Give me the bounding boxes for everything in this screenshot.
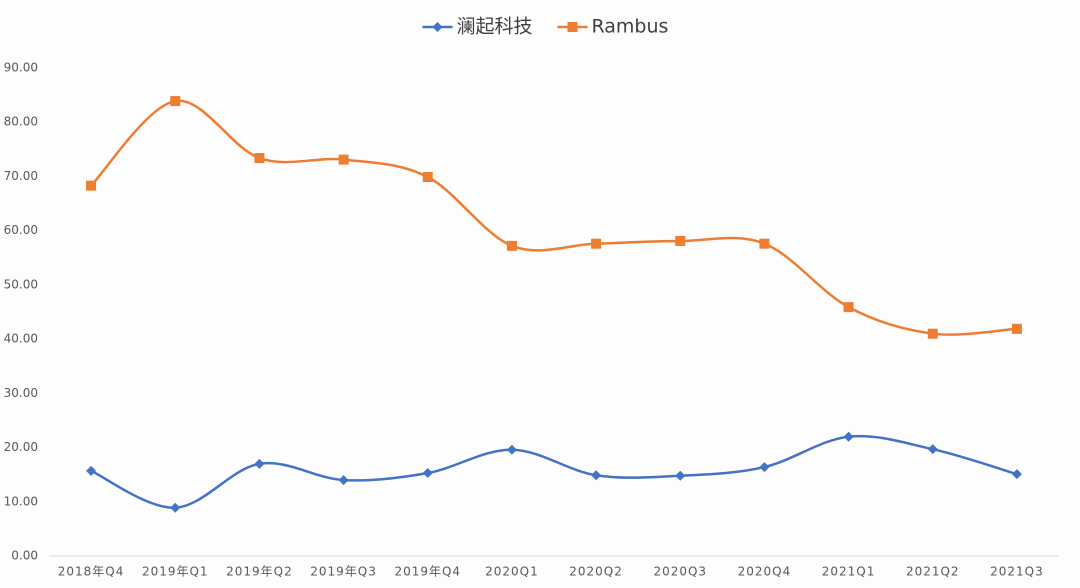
x-tick-label: 2020Q2 — [569, 565, 623, 579]
x-tick-label: 2019年Q4 — [394, 565, 461, 579]
y-tick-label: 80.00 — [4, 115, 38, 129]
data-point — [843, 302, 854, 313]
x-tick-label: 2020Q1 — [485, 565, 539, 579]
data-point — [675, 470, 686, 481]
x-tick-label: 2019年Q2 — [226, 565, 293, 579]
data-point — [591, 238, 602, 249]
data-point — [338, 475, 349, 486]
data-point — [338, 154, 349, 165]
data-point — [422, 171, 433, 182]
y-tick-label: 60.00 — [4, 223, 38, 237]
legend-label: 澜起科技 — [457, 16, 533, 38]
y-tick-label: 90.00 — [4, 61, 38, 75]
data-point — [591, 470, 602, 481]
y-tick-label: 30.00 — [4, 386, 38, 400]
data-point — [759, 462, 770, 473]
data-point — [506, 240, 517, 251]
data-point — [422, 468, 433, 479]
data-point — [86, 180, 97, 191]
series-line — [90, 434, 1018, 509]
data-point — [1011, 469, 1022, 480]
x-tick-label: 2019年Q1 — [142, 565, 209, 579]
data-point — [927, 328, 938, 339]
legend-marker — [567, 22, 578, 32]
x-tick-label: 2020Q4 — [738, 565, 792, 579]
x-tick-label: 2018年Q4 — [58, 565, 125, 579]
data-point — [86, 465, 97, 476]
data-point — [170, 502, 181, 513]
y-tick-label: 70.00 — [4, 169, 38, 183]
x-tick-label: 2021Q3 — [990, 565, 1044, 579]
data-point — [254, 153, 265, 164]
data-point — [843, 431, 854, 442]
data-point — [675, 235, 686, 246]
y-tick-label: 20.00 — [4, 440, 38, 454]
data-point — [506, 444, 517, 455]
data-point — [927, 444, 938, 455]
legend-label: Rambus — [592, 16, 669, 38]
y-tick-label: 10.00 — [4, 494, 38, 508]
y-tick-label: 40.00 — [4, 332, 38, 346]
y-tick-label: 0.00 — [11, 549, 38, 563]
data-point — [254, 458, 265, 469]
data-point — [170, 96, 181, 107]
x-tick-label: 2019年Q3 — [310, 565, 377, 579]
x-tick-label: 2020Q3 — [653, 565, 707, 579]
y-tick-label: 50.00 — [4, 277, 38, 291]
x-tick-label: 2021Q1 — [822, 565, 876, 579]
data-point — [1011, 323, 1022, 334]
x-tick-label: 2021Q2 — [906, 565, 960, 579]
data-point — [759, 238, 770, 249]
legend-marker — [432, 22, 443, 32]
